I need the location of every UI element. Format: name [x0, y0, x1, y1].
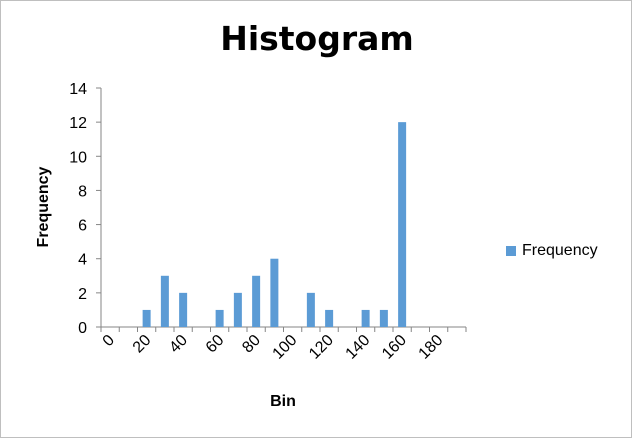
x-tick-label: 100 — [270, 332, 301, 363]
y-tick-label: 10 — [69, 149, 87, 166]
y-tick-label: 2 — [78, 286, 87, 303]
bar-30 — [160, 275, 169, 327]
x-tick-label: 0 — [100, 332, 118, 350]
bar-140 — [361, 309, 370, 327]
x-axis-title: Bin — [270, 393, 296, 410]
bar-110 — [306, 292, 315, 327]
bar-40 — [179, 292, 188, 327]
x-tick-label: 140 — [343, 332, 374, 363]
y-tick-label: 12 — [69, 115, 87, 132]
x-tick-label: 40 — [166, 332, 191, 357]
bar-120 — [325, 309, 334, 327]
y-tick-labels: 0 2 4 6 8 10 12 14 — [69, 81, 87, 337]
y-tick-label: 4 — [78, 252, 87, 269]
x-tick-label: 80 — [239, 332, 264, 357]
x-tick-label: 60 — [203, 332, 228, 357]
y-tick-label: 0 — [78, 320, 87, 337]
legend-swatch — [506, 246, 516, 256]
x-tick-label: 120 — [306, 332, 337, 363]
axes-group — [96, 87, 467, 332]
bar-160 — [398, 122, 407, 328]
x-tick-label: 20 — [130, 332, 155, 357]
chart-title: Histogram — [220, 19, 414, 58]
bar-80 — [252, 275, 261, 327]
bar-70 — [233, 292, 242, 327]
bar-150 — [379, 309, 388, 327]
bars-group — [142, 122, 407, 328]
y-tick-label: 6 — [78, 218, 87, 235]
x-tick-labels: 0 20 40 60 80 100 120 140 160 180 — [100, 332, 447, 363]
bar-20 — [142, 309, 151, 327]
bar-90 — [270, 258, 279, 327]
legend-label: Frequency — [522, 242, 598, 259]
y-tick-label: 14 — [69, 81, 87, 98]
x-tick-label: 160 — [379, 332, 410, 363]
x-tick-label: 180 — [416, 332, 447, 363]
bar-60 — [215, 309, 224, 327]
y-tick-label: 8 — [78, 183, 87, 200]
legend: Frequency — [506, 242, 598, 260]
y-axis-title: Frequency — [35, 166, 52, 247]
